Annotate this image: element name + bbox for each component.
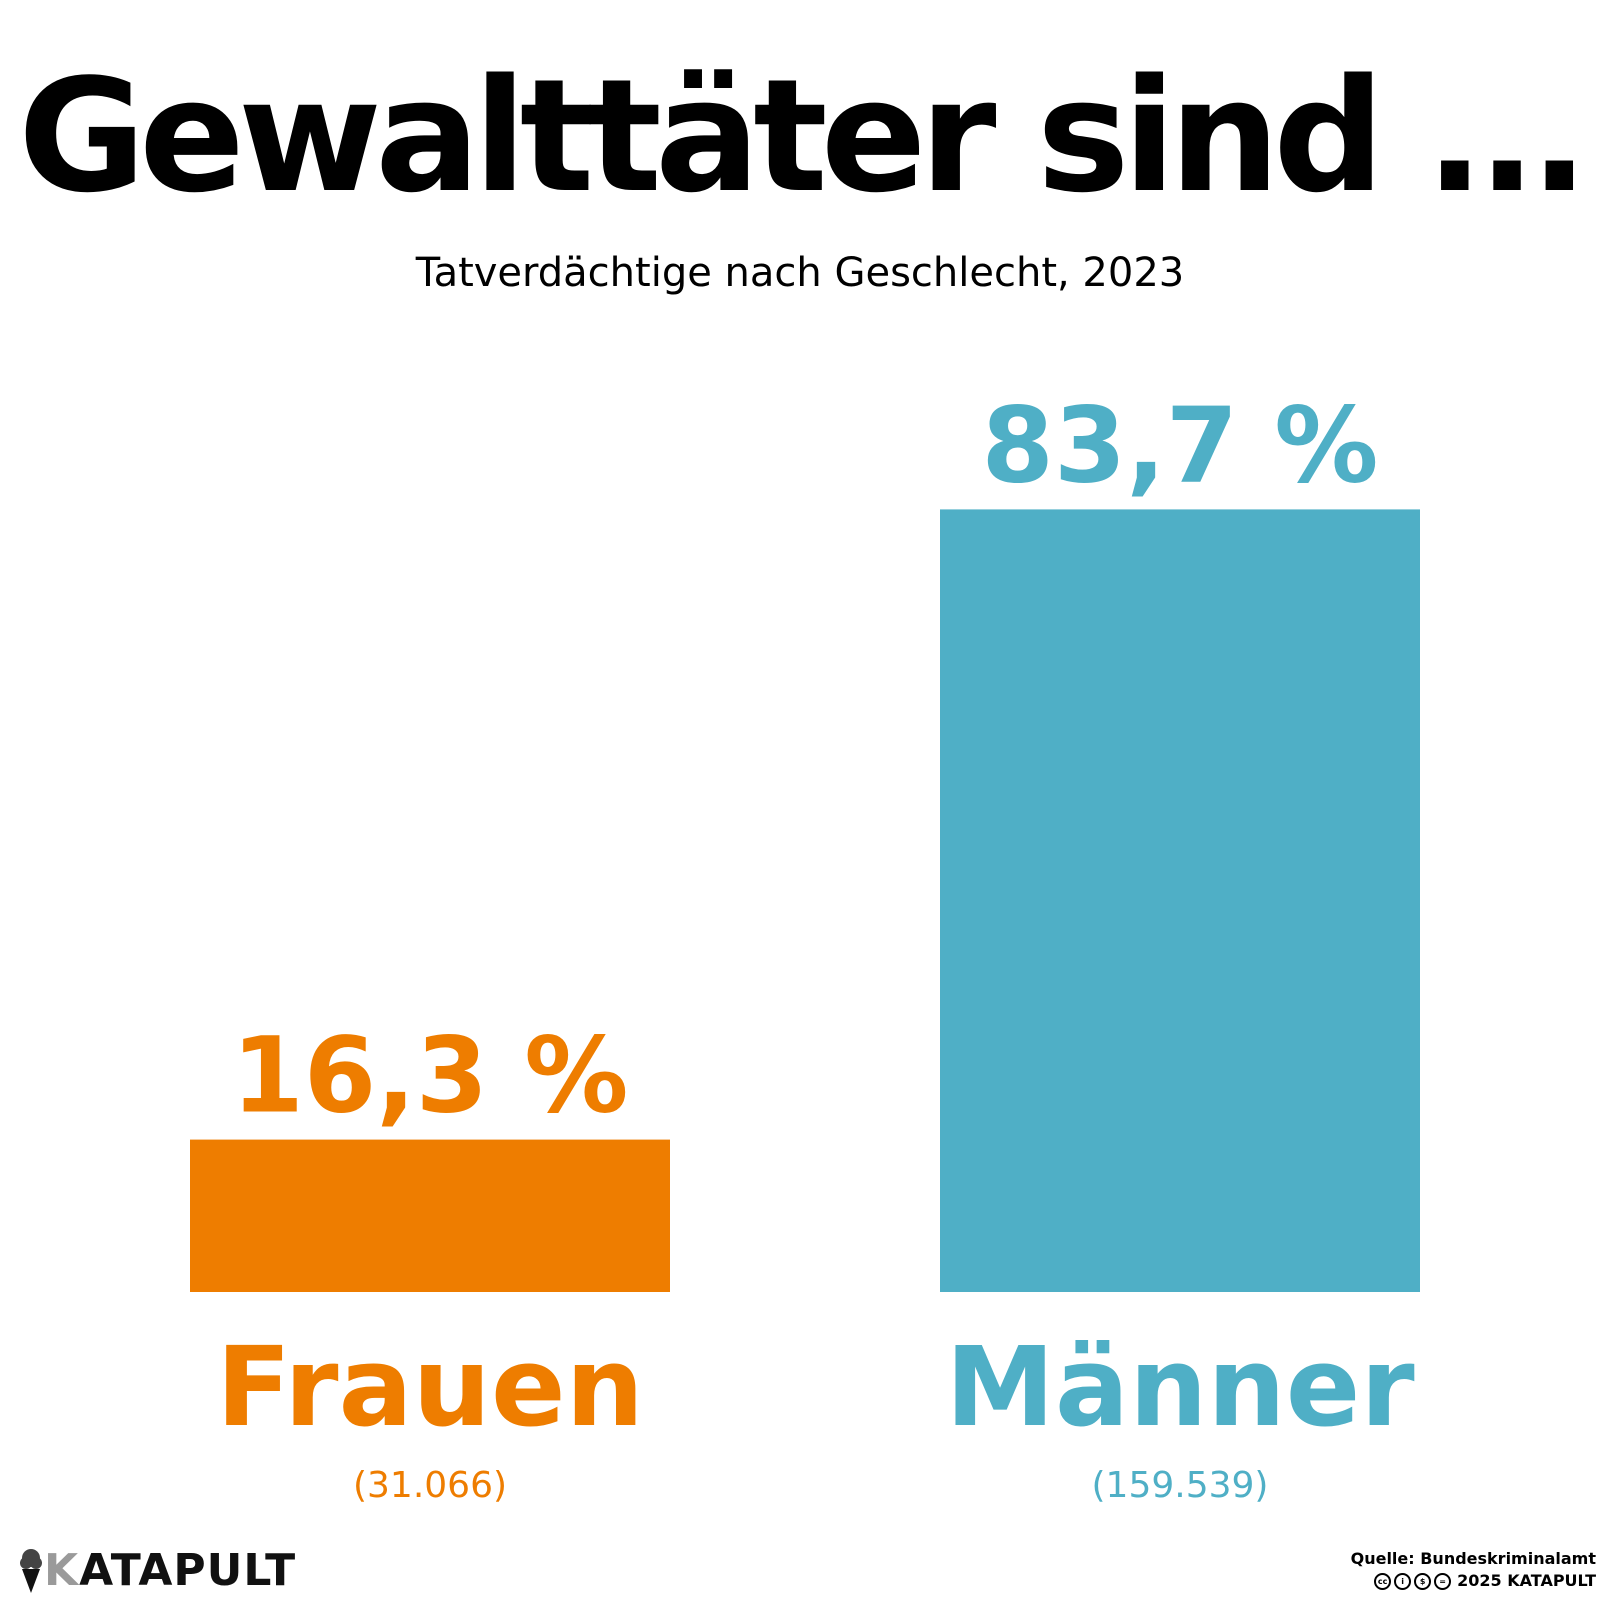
value-label-maenner: 83,7 % <box>981 384 1378 506</box>
logo-text: KATAPULT <box>44 1544 297 1596</box>
license-icons: cc i $ = <box>1374 1572 1452 1590</box>
bar-frauen <box>190 1139 670 1292</box>
by-icon: i <box>1394 1572 1412 1590</box>
nd-icon: = <box>1434 1572 1452 1590</box>
chart-subtitle: Tatverdächtige nach Geschlecht, 2023 <box>415 250 1185 296</box>
value-label-frauen: 16,3 % <box>231 1015 628 1137</box>
cc-icon: cc <box>1374 1572 1392 1590</box>
ice-cream-icon <box>20 1549 42 1593</box>
category-label-maenner: Männer <box>945 1323 1414 1451</box>
nc-icon: $ <box>1414 1572 1432 1590</box>
katapult-logo: KATAPULT <box>18 1544 297 1596</box>
chart-title: Gewalttäter sind ... <box>18 45 1589 227</box>
bar-maenner <box>940 509 1420 1292</box>
bar-chart: 16,3 % Frauen (31.066) 83,7 % Männer (159.539… <box>190 384 1420 1506</box>
count-label-frauen: (31.066) <box>353 1465 507 1506</box>
source-text: Quelle: Bundeskriminalamt <box>1350 1549 1596 1568</box>
footer-source: Quelle: Bundeskriminalamt cc i $ = 2025 … <box>1351 1548 1596 1591</box>
category-label-frauen: Frauen <box>216 1323 644 1451</box>
copyright-text: 2025 KATAPULT <box>1457 1570 1596 1590</box>
count-label-maenner: (159.539) <box>1092 1465 1269 1506</box>
